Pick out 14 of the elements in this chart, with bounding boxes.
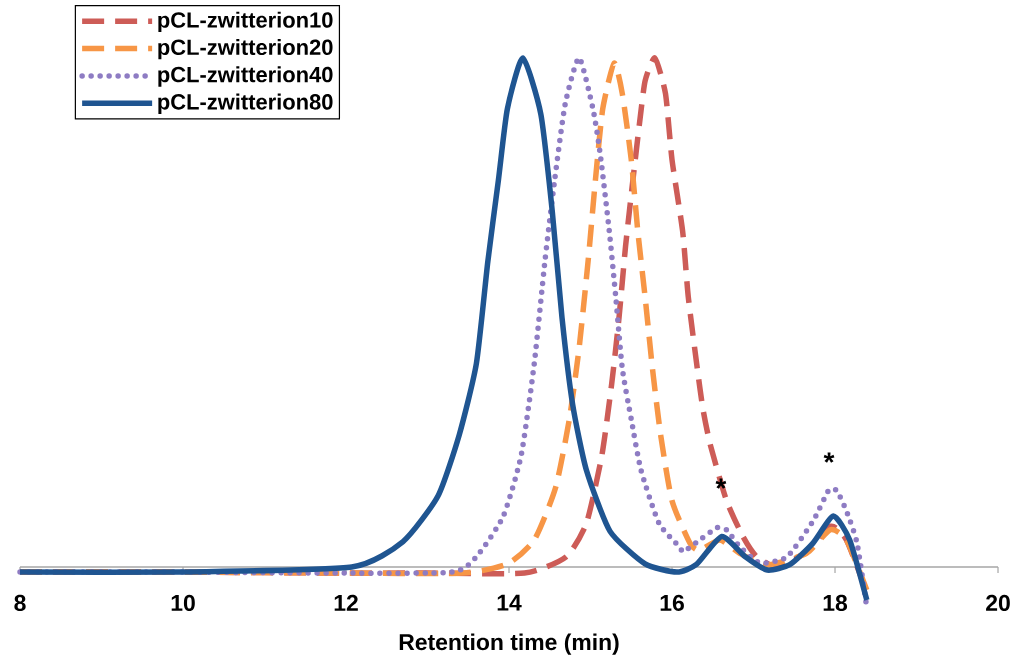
x-tick-label: 12	[334, 594, 358, 611]
x-tick-label: 8	[14, 594, 26, 612]
annotation: *	[715, 478, 727, 489]
x-tick-label: 18	[823, 594, 848, 612]
legend-label: pCL-zwitterion80	[158, 93, 333, 114]
legend-label: pCL-zwitterion20	[158, 38, 333, 60]
x-tick-label: 20	[986, 594, 1010, 612]
x-tick-label: 10	[171, 594, 195, 612]
x-tick-label: 16	[660, 594, 684, 612]
x-tick-label: 14	[497, 594, 522, 611]
x-axis-title: Retention time (min)	[399, 633, 619, 655]
legend-label: pCL-zwitterion40	[158, 66, 333, 87]
legend-label: pCL-zwitterion10	[158, 11, 333, 33]
annotation: *	[823, 452, 835, 463]
